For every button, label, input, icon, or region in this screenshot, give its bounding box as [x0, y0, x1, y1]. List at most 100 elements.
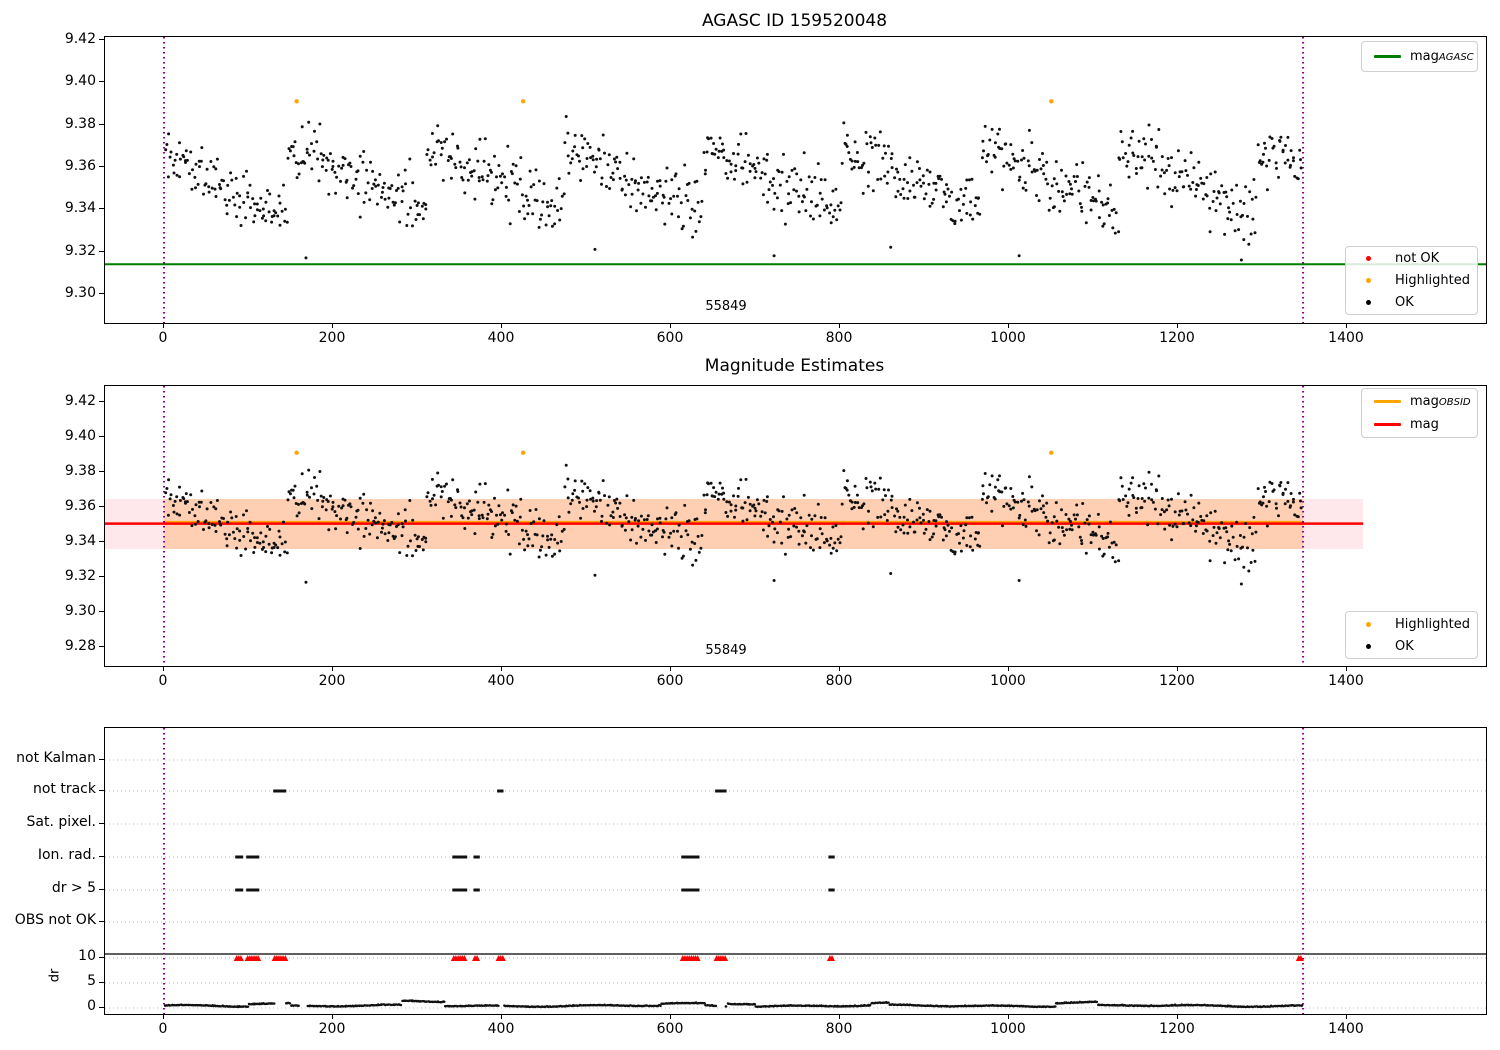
- y-tick-mark: [99, 250, 104, 252]
- x-tick-mark: [1346, 667, 1347, 671]
- x-tick-label: 200: [318, 673, 346, 689]
- ok-scatter-points: [164, 115, 1303, 246]
- y-tick-mark: [99, 292, 104, 294]
- x-tick-mark: [163, 324, 164, 328]
- legend-item-not-ok: not OK: [1346, 248, 1477, 270]
- highlighted-point: [1049, 450, 1054, 455]
- middle-plot-area: [104, 385, 1487, 667]
- outlier-point: [1239, 582, 1243, 586]
- x-tick-mark: [1008, 1015, 1009, 1019]
- category-label-not-track: not track: [32, 781, 96, 797]
- legend-item-mag-obsid: magOBSID: [1362, 390, 1477, 413]
- legend-item-ok: OK: [1346, 292, 1477, 314]
- y-tick-mark: [99, 506, 104, 507]
- y-tick-mark: [99, 611, 104, 612]
- x-tick-label: 400: [487, 673, 515, 689]
- highlighted-point: [520, 450, 526, 455]
- x-tick-label: 1000: [990, 673, 1026, 689]
- category-label-obs-not-ok: OBS not OK: [14, 912, 96, 928]
- x-tick-mark: [1177, 667, 1178, 671]
- y-tick-label: 9.34: [64, 200, 96, 217]
- x-tick-label: 800: [825, 673, 853, 689]
- x-tick-label: 0: [158, 673, 168, 689]
- top-plot-area: [104, 36, 1487, 324]
- highlighted-point: [294, 450, 299, 455]
- x-tick-mark: [839, 667, 840, 671]
- y-tick-mark: [99, 1007, 104, 1008]
- y-tick-label: 9.30: [64, 603, 96, 619]
- highlighted-point: [1049, 99, 1054, 104]
- x-tick-label: 1400: [1328, 1021, 1364, 1037]
- x-tick-mark: [163, 667, 164, 671]
- ok-marker-swatch: [1366, 643, 1371, 649]
- x-tick-mark: [332, 324, 333, 328]
- y-tick-mark: [99, 541, 104, 542]
- x-tick-mark: [332, 1015, 333, 1019]
- ok-marker-swatch: [1366, 300, 1371, 305]
- outlier-point: [304, 580, 308, 584]
- dr-limit-markers: [233, 955, 1304, 961]
- x-tick-label: 1200: [1159, 330, 1195, 346]
- x-tick-mark: [501, 1015, 502, 1019]
- y-tick-mark: [99, 957, 104, 958]
- category-label-sat-pixel-: Sat. pixel.: [26, 814, 96, 830]
- x-tick-mark: [1346, 324, 1347, 328]
- x-tick-mark: [1177, 1015, 1178, 1019]
- legend-item-highlighted: Highlighted: [1346, 270, 1477, 292]
- highlighted-point: [520, 99, 526, 104]
- mag-line-swatch: [1374, 423, 1401, 426]
- x-tick-mark: [1008, 324, 1009, 328]
- y-tick-mark: [99, 856, 104, 857]
- legend-middle-markers: Highlighted OK: [1345, 611, 1478, 659]
- x-tick-label: 200: [318, 1021, 346, 1037]
- ax3-plot-svg: [105, 728, 1486, 1014]
- x-tick-label: 400: [487, 1021, 515, 1037]
- x-tick-label: 200: [318, 330, 346, 346]
- category-label-dr-5: dr > 5: [51, 880, 96, 896]
- y-tick-label: 9.28: [64, 638, 96, 654]
- y-tick-mark: [99, 39, 104, 40]
- legend-item-mag: mag: [1362, 413, 1477, 436]
- ax1-plot-svg: [105, 37, 1486, 323]
- mag-obsid-line-swatch: [1374, 400, 1401, 403]
- not-ok-marker-swatch: [1366, 256, 1371, 261]
- ok-scatter-points: [164, 463, 1303, 573]
- outlier-point: [889, 245, 893, 249]
- y-tick-mark: [99, 921, 104, 922]
- y-tick-label: 9.42: [64, 393, 96, 409]
- y-tick-label: 9.42: [64, 31, 96, 47]
- highlighted-marker-swatch: [1366, 278, 1371, 283]
- x-tick-label: 1000: [990, 330, 1026, 346]
- y-tick-mark: [99, 165, 104, 167]
- x-tick-mark: [163, 1015, 164, 1019]
- y-tick-mark: [99, 576, 104, 577]
- y-tick-mark: [99, 401, 104, 402]
- dr-tick-label: 10: [78, 948, 96, 964]
- outlier-point: [593, 247, 597, 251]
- x-tick-mark: [839, 324, 840, 328]
- y-tick-mark: [99, 790, 104, 791]
- outlier-point: [593, 573, 597, 577]
- x-tick-label: 1400: [1328, 673, 1364, 689]
- x-tick-mark: [501, 324, 502, 328]
- y-tick-label: 9.34: [64, 533, 96, 549]
- legend-item-highlighted: Highlighted: [1346, 613, 1477, 635]
- legend-label: magAGASC: [1410, 49, 1474, 64]
- y-tick-label: 9.38: [64, 115, 96, 132]
- x-tick-label: 0: [158, 330, 168, 346]
- x-tick-mark: [1346, 1015, 1347, 1019]
- y-tick-mark: [99, 759, 104, 760]
- y-tick-mark: [99, 982, 104, 983]
- highlighted-point: [294, 99, 299, 104]
- y-tick-label: 9.40: [64, 73, 96, 90]
- dr-tick-label: 0: [87, 998, 96, 1014]
- x-tick-label: 1400: [1328, 330, 1364, 346]
- middle-plot-title: Magnitude Estimates: [704, 356, 885, 376]
- y-tick-mark: [99, 123, 104, 125]
- y-tick-mark: [99, 471, 104, 472]
- y-tick-label: 9.30: [64, 284, 96, 301]
- outlier-point: [1017, 254, 1021, 258]
- dr-tick-label: 5: [87, 973, 96, 989]
- x-tick-mark: [501, 667, 502, 671]
